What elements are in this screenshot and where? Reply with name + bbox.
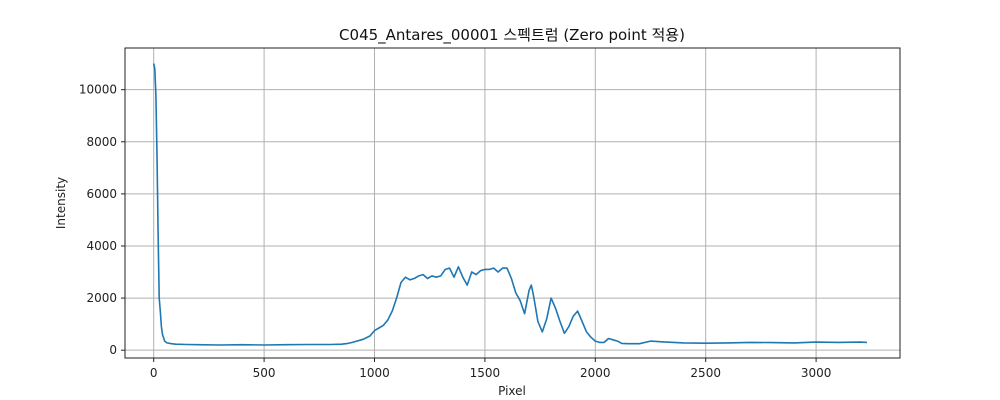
y-tick-label: 2000: [86, 291, 117, 305]
x-tick-label: 2500: [690, 366, 721, 380]
intensity-line: [152, 63, 867, 346]
y-tick-label: 6000: [86, 187, 117, 201]
plot-frame: [124, 47, 901, 359]
x-tick-label: 3000: [801, 366, 832, 380]
x-tick-label: 500: [253, 366, 276, 380]
series-layer: [152, 63, 867, 346]
y-tick-label: 10000: [79, 83, 117, 97]
ticks: 0 500 1000 1500 2000 2500 3000 0 2000 4000 6000 800…: [79, 83, 832, 380]
x-tick-label: 1000: [359, 366, 390, 380]
y-tick-label: 4000: [86, 239, 117, 253]
chart-title: C045_Antares_00001 스펙트럼 (Zero point 적용): [339, 26, 685, 45]
y-tick-label: 0: [109, 343, 117, 357]
y-axis-label: Intensity: [54, 177, 68, 229]
x-tick-label: 1500: [470, 366, 501, 380]
x-axis-label: Pixel: [498, 384, 526, 398]
grid: [125, 48, 900, 358]
x-tick-label: 2000: [580, 366, 611, 380]
x-tick-label: 0: [150, 366, 158, 380]
y-tick-label: 8000: [86, 135, 117, 149]
